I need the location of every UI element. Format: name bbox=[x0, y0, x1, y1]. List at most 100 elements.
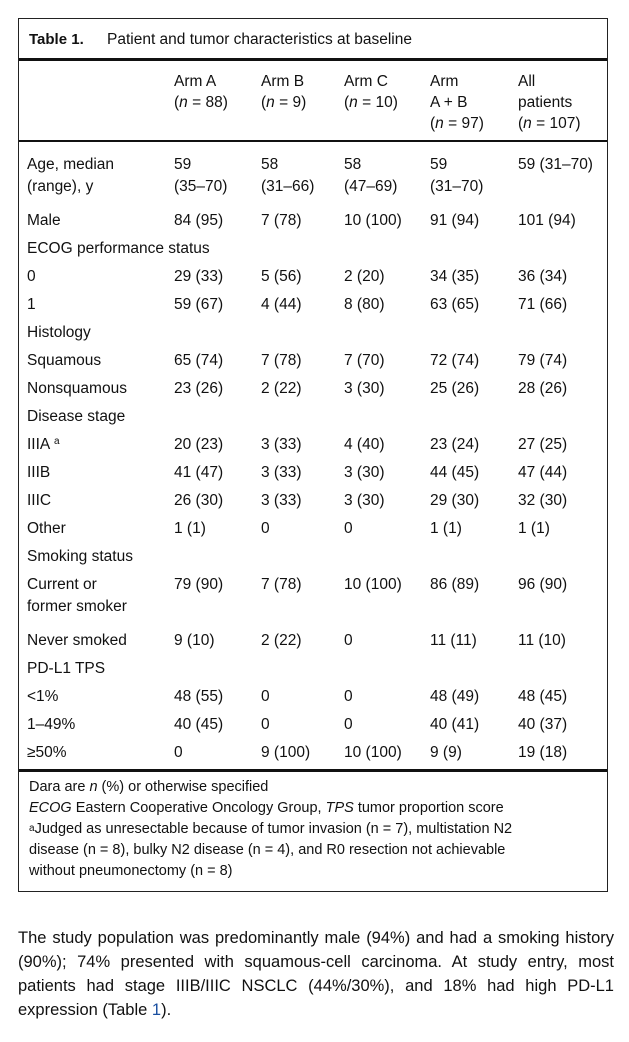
table-cell: 59 (31–70) bbox=[518, 156, 593, 173]
table-cell: 25 (26) bbox=[430, 380, 480, 397]
table-title: Patient and tumor characteristics at bas… bbox=[107, 31, 412, 48]
table-cell: 2 (22) bbox=[261, 632, 302, 649]
table-cell: 29 (30) bbox=[430, 492, 480, 509]
row-label: ECOG performance status bbox=[27, 240, 210, 257]
column-header-5: All bbox=[518, 73, 536, 90]
row-label: Male bbox=[27, 212, 61, 229]
table-cell: 2 (20) bbox=[344, 268, 385, 285]
table-cell: 72 (74) bbox=[430, 352, 480, 369]
table-cell: 4 (40) bbox=[344, 436, 385, 453]
row-label: Histology bbox=[27, 324, 91, 341]
table-cell: 23 (24) bbox=[430, 436, 480, 453]
column-header-5-n: (n = 107) bbox=[518, 115, 581, 132]
table-cell: 65 (74) bbox=[174, 352, 224, 369]
column-header-2-n: (n = 9) bbox=[261, 94, 307, 111]
table-cell: 96 (90) bbox=[518, 576, 568, 593]
row-label: IIIB bbox=[27, 464, 51, 481]
row-label: <1% bbox=[27, 688, 59, 705]
table-cell: 44 (45) bbox=[430, 464, 480, 481]
row-label: 1 bbox=[27, 296, 36, 313]
table-cell: 3 (33) bbox=[261, 492, 302, 509]
row-label: ≥50% bbox=[27, 744, 67, 761]
table-cell: 41 (47) bbox=[174, 464, 224, 481]
row-label: Age, median bbox=[27, 156, 115, 173]
row-label: 1–49% bbox=[27, 716, 76, 733]
table-label: Table 1. bbox=[29, 31, 84, 48]
footnote-fragment: a bbox=[29, 823, 35, 834]
footnote-fragment: TPS bbox=[325, 800, 354, 816]
table-cell: 63 (65) bbox=[430, 296, 480, 313]
table-cell: 19 (18) bbox=[518, 744, 568, 761]
table-cell: 86 (89) bbox=[430, 576, 480, 593]
column-header-1-n: (n = 88) bbox=[174, 94, 228, 111]
table-cell: 0 bbox=[344, 688, 353, 705]
table-cell-line2: (35–70) bbox=[174, 178, 228, 195]
table-cell: 3 (30) bbox=[344, 380, 385, 397]
table-cell: 2 (22) bbox=[261, 380, 302, 397]
body-paragraph: The study population was predominantly m… bbox=[18, 926, 614, 1022]
table-cell: 23 (26) bbox=[174, 380, 224, 397]
table-cell: 0 bbox=[344, 520, 353, 537]
row-label: IIIA bbox=[27, 436, 51, 453]
table-cell: 48 (49) bbox=[430, 688, 480, 705]
table-cell: 0 bbox=[174, 744, 183, 761]
table-cell: 1 (1) bbox=[430, 520, 462, 537]
table-reference-link[interactable]: 1 bbox=[151, 1001, 162, 1019]
row-label: Never smoked bbox=[27, 632, 127, 649]
table-cell: 10 (100) bbox=[344, 744, 402, 761]
footnote-fragment: Dara are bbox=[29, 779, 90, 795]
row-label: Smoking status bbox=[27, 548, 133, 565]
table-cell: 0 bbox=[344, 632, 353, 649]
table-cell: 9 (100) bbox=[261, 744, 311, 761]
table-cell: 3 (30) bbox=[344, 464, 385, 481]
table-cell: 20 (23) bbox=[174, 436, 224, 453]
table-cell: 58 bbox=[344, 156, 362, 173]
footnote-fragment: (%) or otherwise specified bbox=[97, 779, 269, 795]
table-container: Table 1. Patient and tumor characteristi… bbox=[18, 18, 608, 892]
table-cell: 32 (30) bbox=[518, 492, 568, 509]
footnote-marker: a bbox=[54, 436, 60, 447]
table-cell: 36 (34) bbox=[518, 268, 568, 285]
row-label-line2: former smoker bbox=[27, 598, 127, 615]
table-cell: 71 (66) bbox=[518, 296, 568, 313]
table-cell: 29 (33) bbox=[174, 268, 224, 285]
table-bottom-rule bbox=[19, 769, 607, 772]
table-cell: 1 (1) bbox=[174, 520, 206, 537]
table-cell: 28 (26) bbox=[518, 380, 568, 397]
footnote-fragment: n bbox=[89, 779, 98, 795]
table-cell: 40 (41) bbox=[430, 716, 480, 733]
table-cell: 0 bbox=[261, 716, 270, 733]
column-header-2: Arm B bbox=[261, 73, 305, 90]
row-label: Nonsquamous bbox=[27, 380, 127, 397]
table-cell: 11 (10) bbox=[518, 632, 566, 649]
row-label: Other bbox=[27, 520, 66, 537]
table-cell: 7 (70) bbox=[344, 352, 385, 369]
header-rule bbox=[19, 140, 607, 142]
column-header-5-line2: patients bbox=[518, 94, 573, 111]
row-label: IIIC bbox=[27, 492, 52, 509]
table-cell: 101 (94) bbox=[518, 212, 576, 229]
table-cell: 59 (67) bbox=[174, 296, 224, 313]
table-cell: 9 (9) bbox=[430, 744, 462, 761]
table-cell: 0 bbox=[261, 688, 270, 705]
row-label: Disease stage bbox=[27, 408, 126, 425]
table-cell: 47 (44) bbox=[518, 464, 568, 481]
column-header-3: Arm C bbox=[344, 73, 388, 90]
footnote-fragment: Judged as unresectable because of tumor … bbox=[34, 821, 513, 837]
table-cell: 27 (25) bbox=[518, 436, 568, 453]
table-cell: 79 (90) bbox=[174, 576, 224, 593]
table-cell: 8 (80) bbox=[344, 296, 385, 313]
table-cell: 1 (1) bbox=[518, 520, 550, 537]
table-cell: 7 (78) bbox=[261, 576, 302, 593]
table-cell: 48 (55) bbox=[174, 688, 224, 705]
footnote-abbreviations: ECOG Eastern Cooperative Oncology Group,… bbox=[29, 798, 504, 819]
table-cell: 34 (35) bbox=[430, 268, 480, 285]
paragraph-text: The study population was predominantly m… bbox=[18, 929, 614, 1019]
column-header-3-n: (n = 10) bbox=[344, 94, 398, 111]
row-label: Squamous bbox=[27, 352, 102, 369]
row-label: 0 bbox=[27, 268, 36, 285]
table-cell: 4 (44) bbox=[261, 296, 302, 313]
column-header-1: Arm A bbox=[174, 73, 217, 90]
table-cell: 10 (100) bbox=[344, 576, 402, 593]
table-cell: 10 (100) bbox=[344, 212, 402, 229]
